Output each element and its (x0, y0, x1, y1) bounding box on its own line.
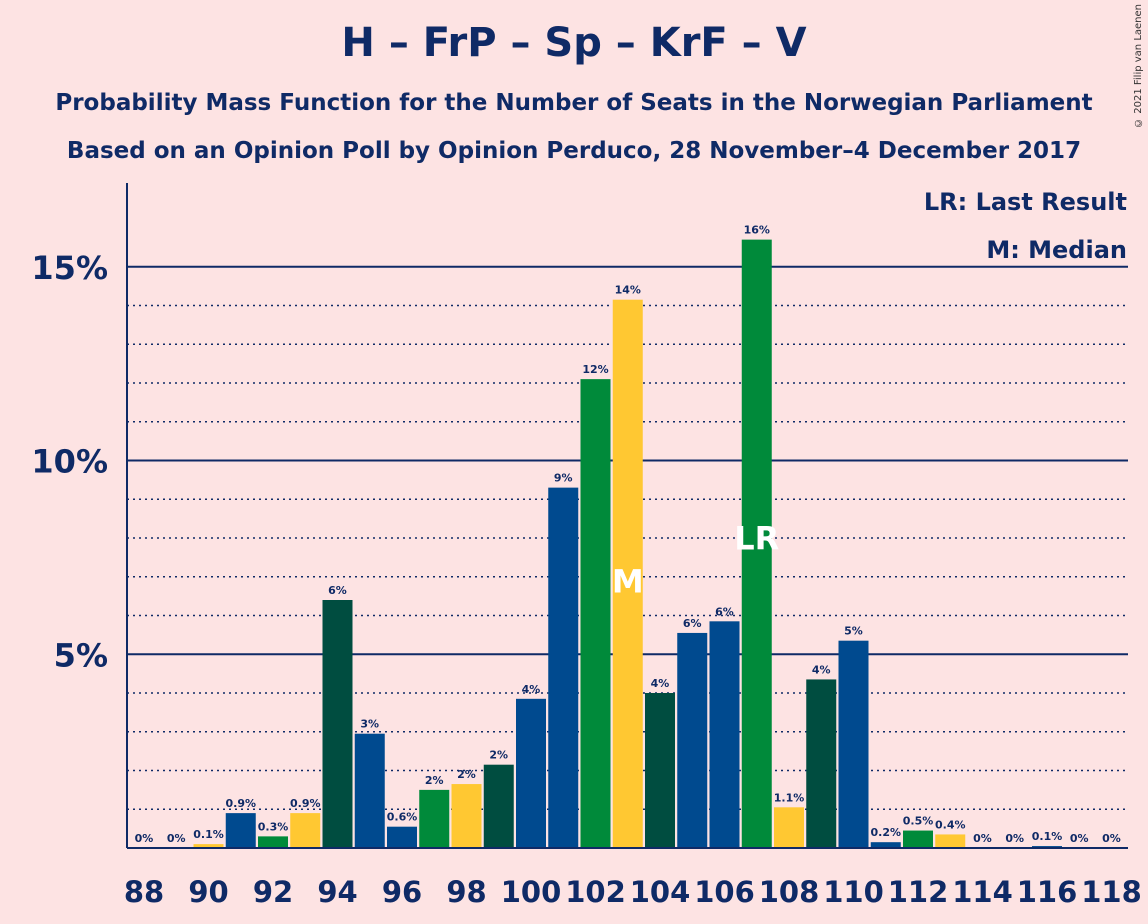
legend-median: M: Median (986, 236, 1127, 264)
median-marker: M (612, 562, 644, 600)
bar-value-label: 0.9% (290, 797, 321, 810)
bar-seat-106 (709, 621, 740, 848)
last-result-marker: LR (734, 520, 779, 558)
y-tick-label: 10% (31, 443, 108, 481)
bar-seat-100 (516, 698, 546, 848)
bar-seat-112 (903, 830, 933, 848)
bar-value-label: 9% (554, 472, 573, 485)
chart-title: H – FrP – Sp – KrF – V (341, 20, 807, 66)
bar-value-label: 2% (457, 768, 476, 781)
bar-seat-98 (451, 784, 482, 848)
bar-seat-107 (741, 239, 772, 848)
bar-value-label: 0% (135, 832, 154, 845)
bar-seat-92 (258, 836, 288, 848)
bar-value-label: 0% (167, 832, 186, 845)
bar-value-label: 1.1% (774, 791, 805, 804)
bar-seat-104 (645, 693, 675, 848)
bar-value-label: 0.1% (193, 828, 224, 841)
bar-value-label: 3% (360, 718, 379, 731)
bar-value-label: 6% (715, 605, 734, 618)
x-tick-label: 106 (694, 875, 755, 909)
bar-seat-101 (548, 487, 579, 848)
y-tick-label: 5% (54, 636, 108, 674)
bar-seat-94 (322, 600, 353, 848)
x-tick-label: 100 (501, 875, 562, 909)
markers: M LR (612, 520, 779, 601)
x-tick-label: 90 (188, 875, 228, 909)
x-tick-label: 110 (823, 875, 884, 909)
x-tick-label: 112 (888, 875, 949, 909)
bar-seat-96 (387, 826, 417, 848)
bar-seat-102 (580, 379, 611, 848)
bar-seat-91 (225, 813, 256, 848)
y-tick-labels: 5% 10% 15% (31, 249, 108, 675)
x-tick-label: 94 (317, 875, 357, 909)
x-tick-label: 102 (565, 875, 626, 909)
x-tick-label: 108 (759, 875, 820, 909)
bar-value-label: 0% (1102, 832, 1121, 845)
x-tick-labels: 88 90 92 94 96 98 100 102 104 106 108 110 112 114 116 1… (124, 875, 1142, 909)
bar-seat-95 (354, 733, 385, 848)
bar-value-label: 0.6% (387, 811, 418, 824)
bar-value-label: 0.9% (225, 797, 256, 810)
x-tick-label: 104 (630, 875, 691, 909)
bar-value-label: 2% (425, 774, 444, 787)
bar-value-label: 0% (973, 832, 992, 845)
bar-seat-109 (806, 679, 837, 848)
bar-value-label: 4% (812, 663, 831, 676)
x-tick-label: 98 (446, 875, 486, 909)
bar-value-label: 6% (683, 617, 702, 630)
bar-seat-110 (838, 640, 869, 848)
bar-value-label: 16% (744, 224, 770, 237)
x-tick-label: 116 (1017, 875, 1078, 909)
bar-seat-103 (612, 299, 643, 848)
bar-seat-90 (193, 844, 224, 848)
gridlines (127, 265, 1128, 810)
bar-seat-93 (290, 813, 321, 848)
bar-value-label: 0.2% (870, 826, 901, 839)
bar-seat-99 (483, 764, 514, 848)
bar-value-label: 0.4% (935, 818, 966, 831)
bar-value-label: 4% (651, 677, 670, 690)
bar-seat-113 (935, 834, 966, 848)
chart-subtitle-1: Probability Mass Function for the Number… (55, 90, 1093, 116)
x-tick-label: 96 (382, 875, 422, 909)
bar-seat-108 (774, 807, 804, 848)
legend-last-result: LR: Last Result (924, 188, 1127, 216)
bar-seat-97 (419, 789, 450, 848)
bar-value-label: 0.1% (1032, 830, 1063, 843)
bar-value-label: 0.3% (258, 820, 289, 833)
bar-value-label: 4% (522, 683, 541, 696)
bar-value-label: 0.5% (903, 815, 934, 828)
x-tick-label: 92 (253, 875, 293, 909)
bar-value-label: 6% (328, 584, 347, 597)
x-tick-label: 88 (124, 875, 164, 909)
bar-value-label: 14% (615, 284, 641, 297)
bar-labels: 0% 0% 0.1% 0.9%0.3%0.9% 6% 3% 0.6% 2% 2% 2% 4% 9% 12… (135, 224, 1121, 845)
x-tick-label: 114 (952, 875, 1013, 909)
bar-value-label: 12% (582, 363, 608, 376)
bar-value-label: 0% (1005, 832, 1024, 845)
x-tick-label: 118 (1081, 875, 1142, 909)
y-tick-label: 15% (31, 249, 108, 287)
bar-seat-105 (677, 632, 708, 848)
bar-value-label: 2% (489, 749, 508, 762)
bar-value-label: 5% (844, 625, 863, 638)
bars (193, 239, 1062, 848)
bar-seat-111 (870, 842, 901, 848)
bar-value-label: 0% (1070, 832, 1089, 845)
chart-subtitle-2: Based on an Opinion Poll by Opinion Perd… (66, 138, 1082, 164)
